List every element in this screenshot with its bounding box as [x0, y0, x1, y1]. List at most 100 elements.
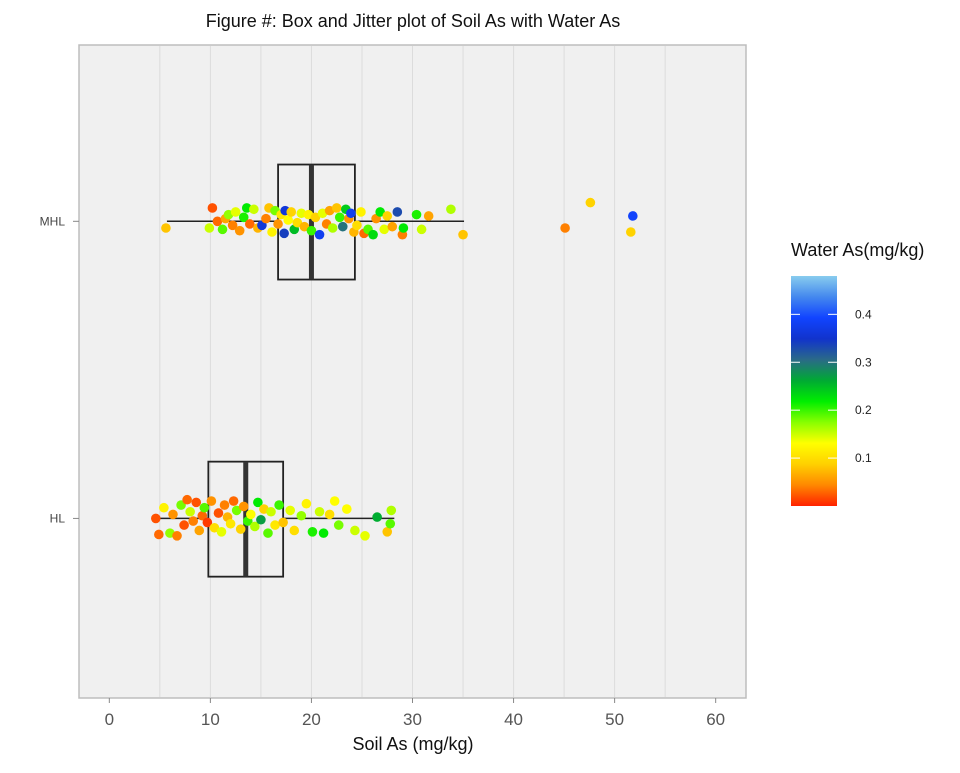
jitter-point [204, 223, 215, 233]
jitter-point [238, 501, 249, 512]
jitter-point [398, 223, 409, 233]
jitter-point [286, 207, 297, 217]
jitter-point [244, 219, 255, 229]
jitter-point [386, 505, 397, 516]
jitter-point [249, 204, 259, 215]
jitter-point [172, 531, 182, 541]
jitter-points [151, 197, 638, 541]
jitter-point [274, 500, 284, 510]
jitter-point [238, 212, 249, 223]
jitter-point [261, 213, 271, 224]
jitter-point [385, 518, 396, 529]
jitter-point [273, 219, 283, 229]
jitter-point [350, 525, 360, 536]
jitter-point [307, 526, 318, 537]
jitter-point [199, 502, 210, 513]
jitter-point [212, 216, 223, 227]
jitter-point [266, 506, 276, 517]
jitter-point [372, 512, 382, 522]
jitter-point [185, 506, 195, 517]
jitter-point [416, 224, 427, 235]
legend-colorbar [791, 276, 837, 506]
jitter-point [270, 520, 280, 530]
jitter-point [346, 208, 356, 219]
x-tick-label: 40 [504, 710, 523, 729]
jitter-point [375, 207, 385, 217]
x-tick-label: 50 [605, 710, 624, 729]
jitter-point [279, 228, 289, 239]
jitter-point [458, 229, 468, 240]
x-tick-label: 20 [302, 710, 321, 729]
jitter-point [333, 520, 344, 530]
jitter-point [151, 513, 161, 524]
jitter-point [256, 514, 266, 525]
jitter-point [368, 229, 378, 240]
jitter-point [342, 504, 352, 514]
jitter-point [285, 505, 296, 516]
jitter-point [263, 528, 273, 538]
color-legend: Water As(mg/kg) 0.1 0.2 0.3 0.4 [791, 240, 924, 506]
jitter-point [278, 517, 288, 528]
jitter-point [324, 509, 335, 520]
jitter-point [154, 529, 164, 540]
x-tick-label: 10 [201, 710, 220, 729]
y-axis: MHL HL [40, 214, 79, 525]
jitter-point [250, 521, 260, 532]
jitter-point [246, 509, 256, 520]
jitter-point [382, 211, 393, 221]
jitter-point [168, 509, 178, 520]
jitter-point [560, 223, 570, 233]
jitter-point [329, 496, 340, 506]
jitter-point [225, 518, 236, 529]
jitter-point [197, 510, 208, 521]
jitter-point [382, 526, 393, 537]
jitter-point [267, 227, 277, 237]
jitter-point [202, 517, 213, 528]
jitter-point [392, 207, 403, 217]
legend-ticks: 0.1 0.2 0.3 0.4 [791, 307, 872, 465]
jitter-point [289, 525, 300, 536]
jitter-point [301, 498, 312, 509]
jitter-point [228, 496, 239, 506]
x-tick-label: 60 [706, 710, 725, 729]
jitter-point [161, 223, 171, 233]
jitter-point [334, 212, 345, 223]
x-tick-label: 30 [403, 710, 422, 729]
jitter-point [216, 526, 227, 537]
x-tick-label: 0 [105, 710, 114, 729]
jitter-point [234, 225, 245, 236]
jitter-point [188, 516, 198, 526]
jitter-point [327, 223, 338, 233]
jitter-point [217, 224, 228, 235]
jitter-point [387, 221, 398, 232]
jitter-point [253, 497, 263, 508]
jitter-point [194, 525, 205, 536]
jitter-point [230, 207, 241, 217]
legend-tick-label: 0.3 [855, 355, 872, 369]
jitter-point [625, 227, 636, 237]
jitter-point [411, 209, 422, 220]
jitter-point [331, 203, 342, 213]
jitter-point [352, 220, 362, 231]
jitter-point [219, 500, 230, 510]
jitter-point [159, 502, 169, 513]
jitter-point [227, 220, 238, 231]
jitter-point [283, 215, 293, 225]
jitter-point [191, 497, 202, 508]
jitter-point [231, 505, 242, 516]
legend-title: Water As(mg/kg) [791, 240, 924, 260]
jitter-point [314, 229, 325, 240]
x-axis-title: Soil As (mg/kg) [352, 734, 473, 754]
jitter-point [379, 224, 390, 235]
jitter-point [292, 217, 303, 228]
jitter-point [310, 212, 321, 223]
jitter-point [318, 528, 329, 538]
y-tick-label: HL [50, 511, 66, 525]
legend-tick-label: 0.1 [855, 451, 872, 465]
chart-title: Figure #: Box and Jitter plot of Soil As… [206, 11, 621, 31]
jitter-point [585, 197, 596, 208]
jitter-point [306, 225, 317, 236]
jitter-point [628, 211, 638, 221]
